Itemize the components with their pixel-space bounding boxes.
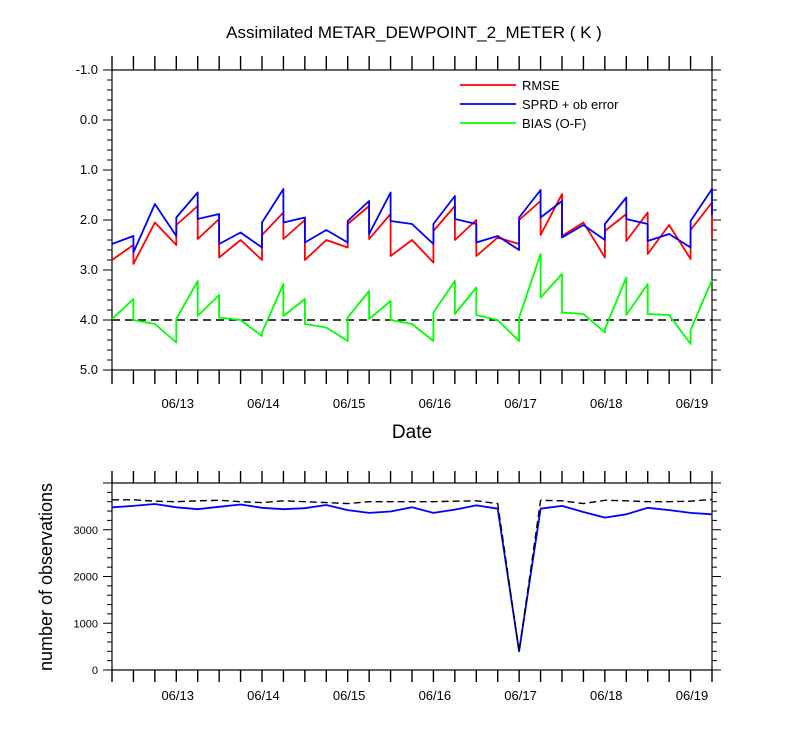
y-tick-label: 0.0 — [80, 112, 98, 127]
x-tick-label: 06/13 — [161, 396, 194, 411]
y-tick-label: -1.0 — [76, 62, 98, 77]
series-line-sprd-ob-error — [111, 188, 713, 254]
chart-title: Assimilated METAR_DEWPOINT_2_METER ( K ) — [226, 23, 602, 42]
x-tick-label: 06/17 — [504, 396, 537, 411]
legend-label: BIAS (O-F) — [522, 116, 586, 131]
legend-label: RMSE — [522, 78, 560, 93]
x-tick-label: 06/16 — [419, 396, 452, 411]
x-tick-label: 06/16 — [419, 688, 452, 703]
series-line-rmse — [111, 193, 713, 265]
plot-frame — [111, 482, 713, 671]
y-tick-label: 1.0 — [80, 162, 98, 177]
series-line-bias-o-f — [111, 253, 713, 345]
y-tick-label: 2000 — [74, 572, 98, 584]
x-tick-label: 06/19 — [676, 688, 709, 703]
top-plot-area: 06/13 06/14 06/15 06/16 06/17 06/18 06/19 5.0 4.… — [76, 56, 721, 411]
bottom-y-axis-label: number of observations — [36, 483, 56, 671]
x-tick-label: 06/14 — [247, 688, 280, 703]
bottom-plot-area: 06/13 06/14 06/15 06/16 06/17 06/18 06/19 0 1000… — [74, 471, 721, 703]
legend-label: SPRD + ob error — [522, 97, 619, 112]
y-tick-label: 3.0 — [80, 262, 98, 277]
x-tick-label: 06/18 — [590, 396, 623, 411]
y-tick-label: 4.0 — [80, 312, 98, 327]
y-tick-label: 1000 — [74, 618, 98, 630]
x-tick-label: 06/14 — [247, 396, 280, 411]
x-tick-label: 06/19 — [676, 396, 709, 411]
y-tick-label: 2.0 — [80, 212, 98, 227]
x-tick-label: 06/15 — [333, 688, 366, 703]
y-tick-label: 3000 — [74, 525, 98, 537]
x-tick-label: 06/18 — [590, 688, 623, 703]
x-tick-label: 06/13 — [161, 688, 194, 703]
series-line-assimilated — [111, 503, 713, 653]
y-tick-label: 0 — [92, 665, 98, 677]
y-tick-label: 5.0 — [80, 362, 98, 377]
top-x-axis-label: Date — [392, 422, 432, 443]
series-line-possible — [112, 498, 713, 652]
x-tick-label: 06/15 — [333, 396, 366, 411]
legend: RMSE SPRD + ob error BIAS (O-F) — [460, 78, 619, 131]
x-tick-label: 06/17 — [504, 688, 537, 703]
